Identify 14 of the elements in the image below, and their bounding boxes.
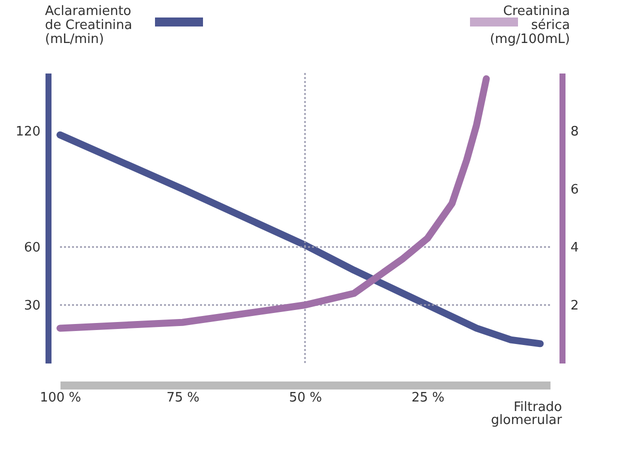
y2-tick-label: 6 — [570, 182, 579, 198]
y2-tick-label: 8 — [570, 124, 579, 140]
y-tick-label: 30 — [24, 298, 40, 314]
x-tick-label: 100 % — [40, 390, 82, 406]
x-tick-label: 75 % — [166, 390, 200, 406]
y2-tick-label: 2 — [570, 298, 579, 314]
legend-label: Aclaramiento de Creatinina (mL/min) — [45, 4, 132, 47]
y-tick-label: 60 — [24, 240, 40, 256]
x-tick-label: 50 % — [288, 390, 322, 406]
y2-tick-label: 4 — [570, 240, 579, 256]
x-tick-label: 25 % — [411, 390, 445, 406]
y-tick-label: 120 — [16, 124, 40, 140]
x-axis-title: Filtrado glomerular — [491, 400, 563, 428]
text: Creatinina sérica (mg/100mL) — [490, 4, 570, 47]
